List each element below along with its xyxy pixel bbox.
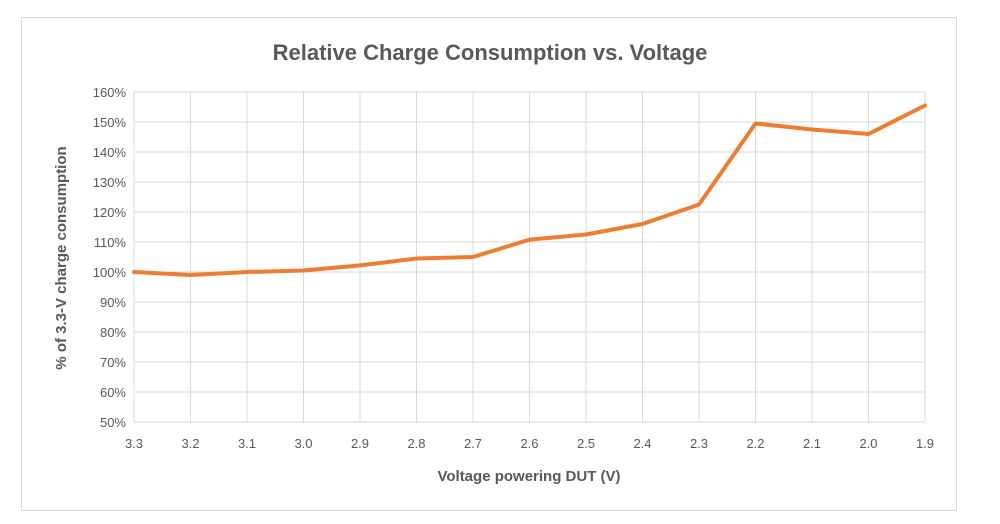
x-tick-label: 3.1 bbox=[238, 436, 256, 451]
x-tick-label: 2.3 bbox=[690, 436, 708, 451]
y-tick-label: 160% bbox=[93, 85, 127, 100]
x-tick-label: 2.8 bbox=[407, 436, 425, 451]
x-tick-label: 2.4 bbox=[633, 436, 651, 451]
series-line bbox=[132, 103, 927, 277]
x-tick-label: 3.0 bbox=[294, 436, 312, 451]
x-tick-label: 2.7 bbox=[464, 436, 482, 451]
chart-frame: Relative Charge Consumption vs. Voltage … bbox=[21, 17, 957, 511]
y-tick-label: 90% bbox=[100, 295, 126, 310]
y-tick-label: 80% bbox=[100, 325, 126, 340]
y-tick-label: 130% bbox=[93, 175, 127, 190]
y-tick-label: 150% bbox=[93, 115, 127, 130]
x-tick-label: 3.2 bbox=[181, 436, 199, 451]
x-tick-label: 2.1 bbox=[803, 436, 821, 451]
x-tick-label: 2.5 bbox=[577, 436, 595, 451]
series-layer bbox=[132, 103, 927, 277]
y-tick-label: 120% bbox=[93, 205, 127, 220]
grid-layer bbox=[133, 91, 926, 423]
y-tick-label: 100% bbox=[93, 265, 127, 280]
chart-title: Relative Charge Consumption vs. Voltage bbox=[273, 40, 708, 65]
y-tick-label: 110% bbox=[94, 235, 127, 250]
x-tick-label: 2.9 bbox=[351, 436, 369, 451]
chart-svg: Relative Charge Consumption vs. Voltage … bbox=[53, 40, 934, 485]
x-tick-label: 3.3 bbox=[125, 436, 143, 451]
x-tick-label: 2.2 bbox=[746, 436, 764, 451]
x-axis-title: Voltage powering DUT (V) bbox=[437, 468, 620, 485]
x-tick-label: 1.9 bbox=[916, 436, 934, 451]
y-tick-label: 140% bbox=[93, 145, 127, 160]
y-tick-label: 50% bbox=[100, 415, 126, 430]
y-tick-label: 60% bbox=[100, 385, 126, 400]
x-tick-label: 2.6 bbox=[520, 436, 538, 451]
x-tick-label: 2.0 bbox=[859, 436, 877, 451]
y-axis-title: % of 3.3-V charge consumption bbox=[53, 146, 70, 369]
x-tick-labels: 3.3 3.2 3.1 3.0 2.9 2.8 2.7 2.6 2.5 2.4 2.3 2.2 2.1 2… bbox=[125, 436, 934, 451]
y-tick-labels: 50% 60% 70% 80% 90% 100% 110% 120% 130% 140% 150% 1… bbox=[93, 85, 127, 430]
y-tick-label: 70% bbox=[100, 355, 126, 370]
